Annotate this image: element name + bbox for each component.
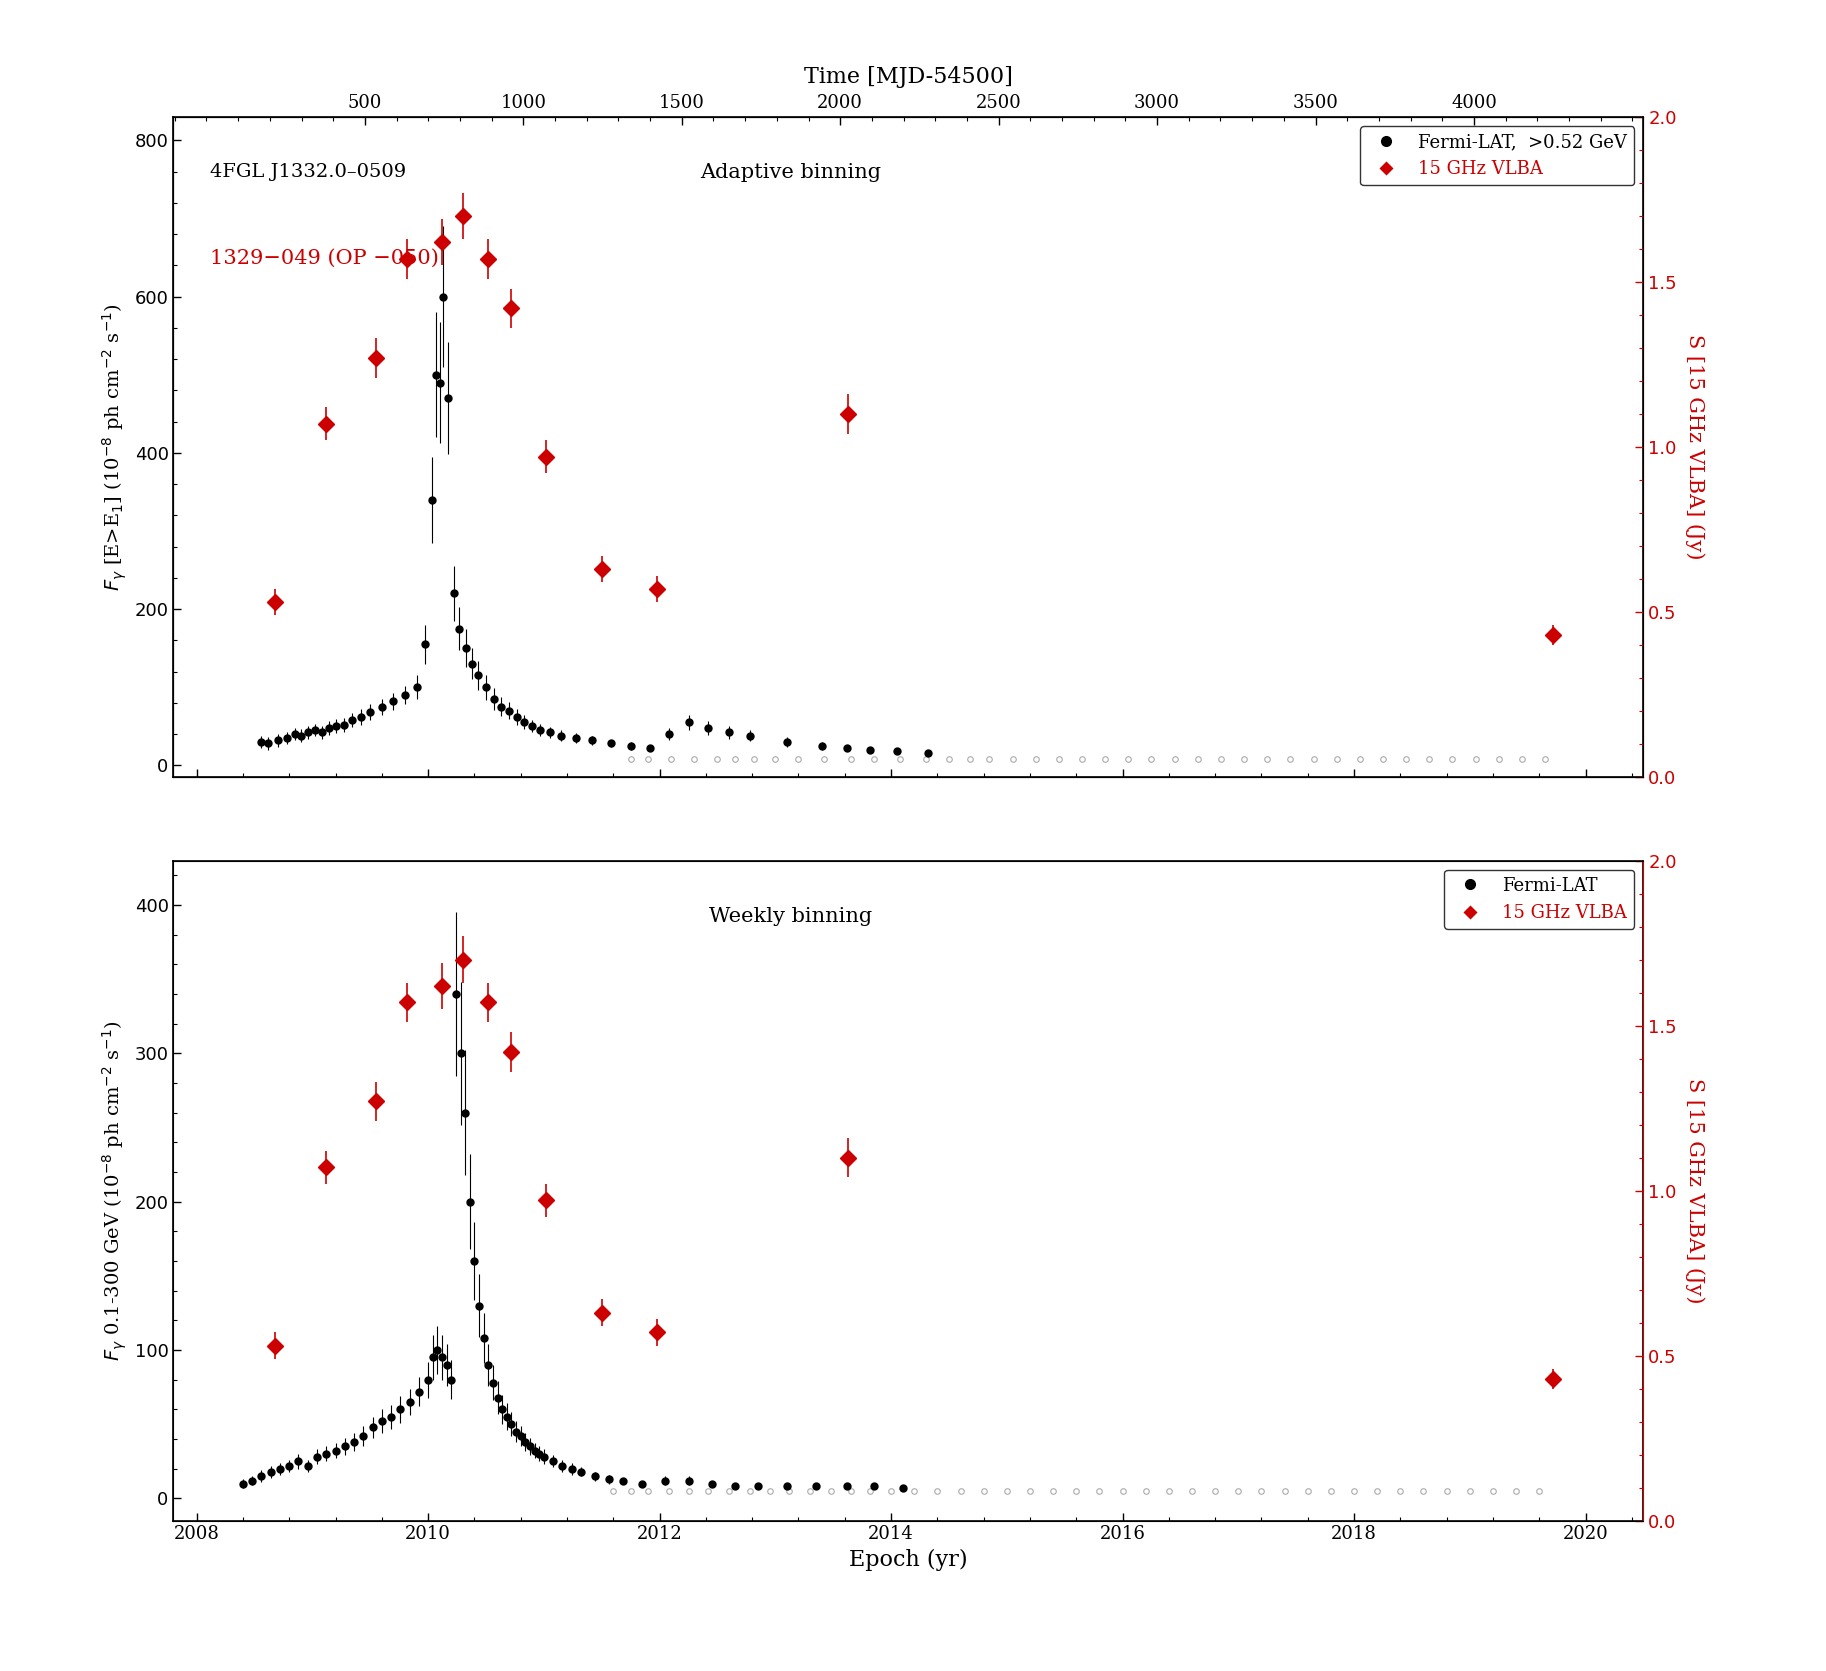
Y-axis label: $F_{\gamma}$ 0.1-300 GeV (10$^{-8}$ ph cm$^{-2}$ s$^{-1}$): $F_{\gamma}$ 0.1-300 GeV (10$^{-8}$ ph c… xyxy=(100,1021,130,1360)
Y-axis label: S [15 GHz VLBA] (Jy): S [15 GHz VLBA] (Jy) xyxy=(1685,1078,1705,1303)
Text: 4FGL J1332.0–0509: 4FGL J1332.0–0509 xyxy=(210,164,407,180)
Text: Adaptive binning: Adaptive binning xyxy=(701,164,882,182)
Y-axis label: $F_{\gamma}$ [E>E$_1$] (10$^{-8}$ ph cm$^{-2}$ s$^{-1}$): $F_{\gamma}$ [E>E$_1$] (10$^{-8}$ ph cm$… xyxy=(100,302,130,592)
X-axis label: Time [MJD-54500]: Time [MJD-54500] xyxy=(803,65,1013,89)
X-axis label: Epoch (yr): Epoch (yr) xyxy=(849,1549,968,1571)
Text: Weekly binning: Weekly binning xyxy=(708,907,873,926)
Legend: Fermi-LAT, 15 GHz VLBA: Fermi-LAT, 15 GHz VLBA xyxy=(1444,869,1634,929)
Y-axis label: S [15 GHz VLBA] (Jy): S [15 GHz VLBA] (Jy) xyxy=(1685,334,1705,560)
Text: 1329−049 (OP −050): 1329−049 (OP −050) xyxy=(210,249,438,267)
Legend: Fermi-LAT,  >0.52 GeV, 15 GHz VLBA: Fermi-LAT, >0.52 GeV, 15 GHz VLBA xyxy=(1360,125,1634,185)
